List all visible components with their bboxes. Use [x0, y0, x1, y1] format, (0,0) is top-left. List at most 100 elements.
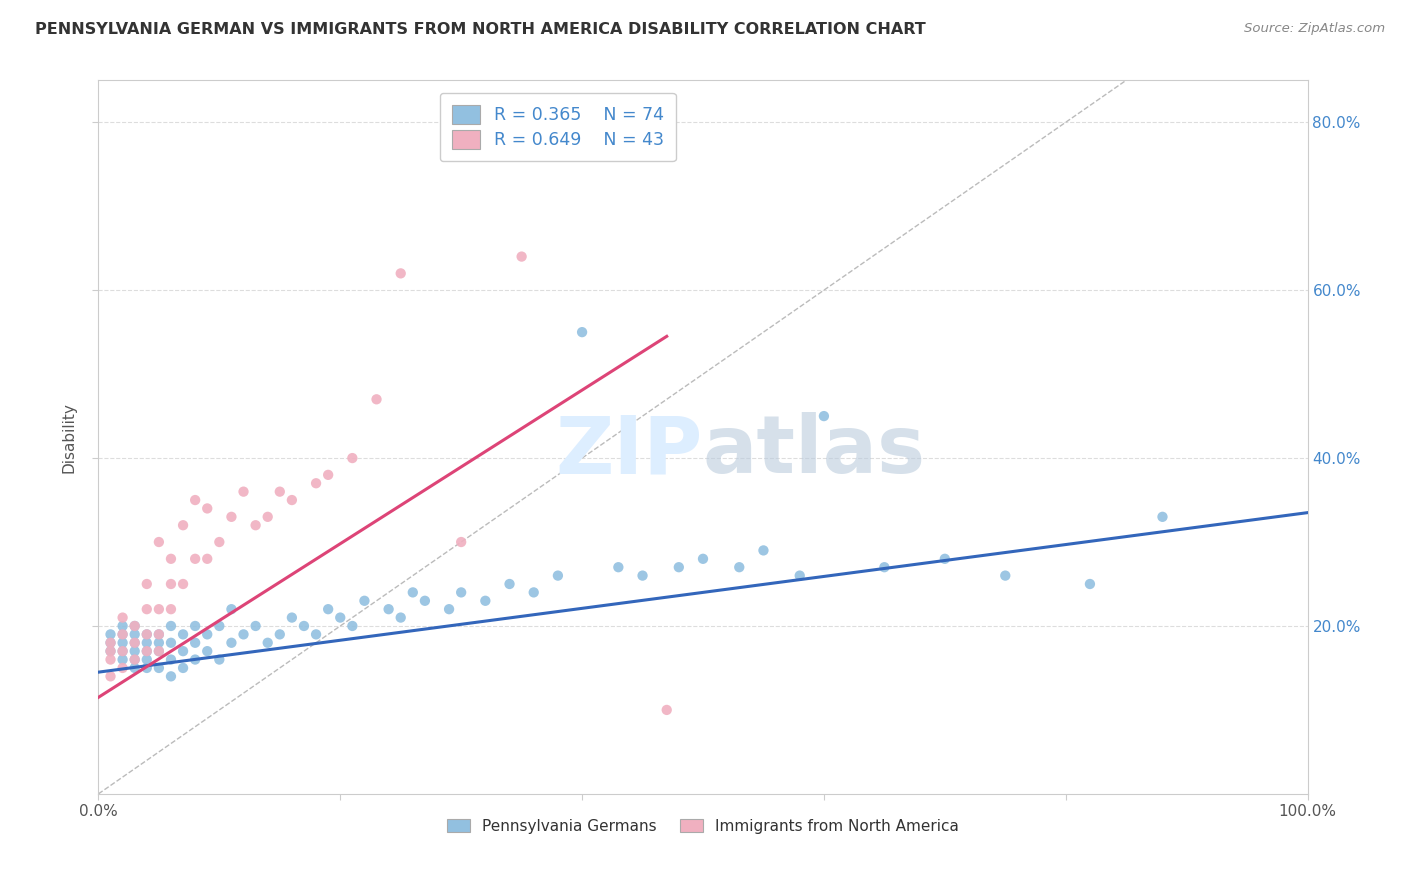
Point — [607, 560, 630, 574]
Point — [329, 610, 352, 624]
Point — [789, 568, 811, 582]
Point — [135, 636, 157, 650]
Point — [571, 325, 593, 339]
Point — [160, 669, 183, 683]
Point — [208, 619, 231, 633]
Point — [245, 518, 267, 533]
Point — [111, 610, 134, 624]
Point — [124, 644, 146, 658]
Point — [450, 585, 472, 599]
Point — [172, 627, 194, 641]
Point — [413, 594, 436, 608]
Point — [195, 627, 218, 641]
Y-axis label: Disability: Disability — [62, 401, 77, 473]
Point — [148, 627, 170, 641]
Point — [208, 535, 231, 549]
Point — [111, 636, 134, 650]
Point — [135, 644, 157, 658]
Point — [195, 644, 218, 658]
Point — [172, 661, 194, 675]
Point — [111, 644, 134, 658]
Point — [135, 627, 157, 641]
Point — [292, 619, 315, 633]
Point — [124, 652, 146, 666]
Point — [692, 551, 714, 566]
Point — [281, 610, 304, 624]
Point — [148, 636, 170, 650]
Point — [148, 602, 170, 616]
Point — [135, 652, 157, 666]
Point — [160, 619, 183, 633]
Point — [135, 644, 157, 658]
Point — [111, 652, 134, 666]
Point — [160, 551, 183, 566]
Point — [160, 602, 183, 616]
Point — [437, 602, 460, 616]
Point — [256, 636, 278, 650]
Point — [124, 636, 146, 650]
Point — [124, 627, 146, 641]
Point — [124, 636, 146, 650]
Point — [655, 703, 678, 717]
Point — [135, 661, 157, 675]
Point — [100, 652, 122, 666]
Point — [100, 669, 122, 683]
Point — [631, 568, 654, 582]
Point — [111, 627, 134, 641]
Point — [148, 627, 170, 641]
Point — [1078, 577, 1101, 591]
Point — [135, 627, 157, 641]
Point — [184, 619, 207, 633]
Point — [232, 484, 254, 499]
Point — [377, 602, 399, 616]
Point — [305, 627, 328, 641]
Point — [873, 560, 896, 574]
Point — [474, 594, 496, 608]
Point — [366, 392, 388, 407]
Point — [111, 619, 134, 633]
Point — [353, 594, 375, 608]
Text: Source: ZipAtlas.com: Source: ZipAtlas.com — [1244, 22, 1385, 36]
Point — [342, 619, 364, 633]
Point — [160, 636, 183, 650]
Point — [160, 577, 183, 591]
Text: atlas: atlas — [703, 412, 927, 491]
Point — [124, 652, 146, 666]
Point — [523, 585, 546, 599]
Point — [269, 484, 291, 499]
Point — [124, 619, 146, 633]
Point — [498, 577, 520, 591]
Point — [160, 652, 183, 666]
Point — [269, 627, 291, 641]
Point — [100, 644, 122, 658]
Point — [135, 577, 157, 591]
Point — [316, 467, 339, 482]
Point — [668, 560, 690, 574]
Point — [172, 644, 194, 658]
Point — [100, 636, 122, 650]
Point — [135, 602, 157, 616]
Point — [208, 652, 231, 666]
Point — [184, 493, 207, 508]
Point — [148, 644, 170, 658]
Point — [402, 585, 425, 599]
Point — [256, 509, 278, 524]
Point — [184, 652, 207, 666]
Point — [221, 602, 243, 616]
Point — [547, 568, 569, 582]
Point — [184, 636, 207, 650]
Point — [148, 661, 170, 675]
Point — [195, 551, 218, 566]
Point — [172, 518, 194, 533]
Point — [184, 551, 207, 566]
Point — [994, 568, 1017, 582]
Point — [389, 610, 412, 624]
Point — [111, 661, 134, 675]
Point — [124, 661, 146, 675]
Point — [728, 560, 751, 574]
Point — [111, 627, 134, 641]
Point — [245, 619, 267, 633]
Point — [221, 636, 243, 650]
Text: PENNSYLVANIA GERMAN VS IMMIGRANTS FROM NORTH AMERICA DISABILITY CORRELATION CHAR: PENNSYLVANIA GERMAN VS IMMIGRANTS FROM N… — [35, 22, 927, 37]
Legend: Pennsylvania Germans, Immigrants from North America: Pennsylvania Germans, Immigrants from No… — [441, 813, 965, 839]
